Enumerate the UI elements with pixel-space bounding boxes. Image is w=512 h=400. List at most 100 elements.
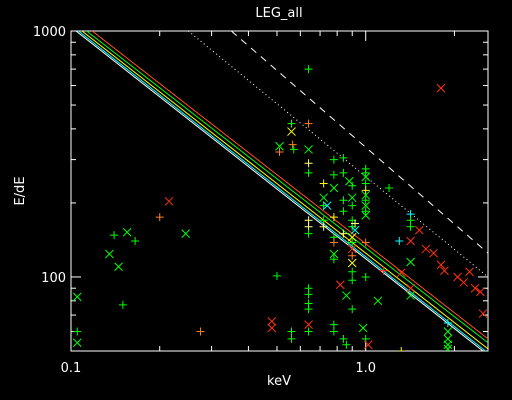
reference-line-solid <box>81 31 488 350</box>
data-point-cross <box>335 280 345 290</box>
data-point-plus <box>361 272 370 281</box>
data-point-plus <box>339 334 348 343</box>
y-tick-label: 100 <box>41 271 66 286</box>
data-point-cross <box>72 292 82 302</box>
data-point-cross <box>304 320 313 329</box>
data-point-plus <box>361 179 370 188</box>
data-point-plus <box>339 153 348 162</box>
data-point-plus <box>329 255 338 264</box>
reference-line-dashed <box>231 31 488 254</box>
data-point-plus <box>361 196 370 205</box>
data-point-plus <box>361 168 370 177</box>
data-point-cross <box>361 211 371 220</box>
data-point-plus <box>361 186 370 195</box>
data-point-cross <box>440 266 449 276</box>
data-point-plus <box>348 305 357 314</box>
data-point-plus <box>385 183 394 192</box>
reference-line-solid <box>91 31 488 340</box>
data-point-plus <box>348 251 357 260</box>
data-point-cross <box>181 229 191 239</box>
data-point-plus <box>329 327 338 336</box>
data-point-plus <box>304 305 313 314</box>
reference-line-solid <box>75 31 484 351</box>
data-point-plus <box>289 145 298 154</box>
data-point-plus <box>443 318 452 327</box>
data-point-plus <box>287 327 296 336</box>
data-point-plus <box>364 351 372 359</box>
data-point-cross <box>361 190 371 200</box>
data-point-cross <box>465 267 474 277</box>
data-point-cross <box>267 323 277 333</box>
data-point-plus <box>395 237 404 246</box>
data-point-plus <box>339 196 348 205</box>
data-point-plus <box>379 266 388 275</box>
data-point-cross <box>443 340 453 350</box>
data-point-plus <box>319 201 328 210</box>
plot-frame <box>70 30 489 352</box>
data-point-cross <box>319 193 329 203</box>
data-point-plus <box>304 327 313 336</box>
data-point-plus <box>361 207 370 216</box>
data-point-plus <box>131 237 140 246</box>
data-point-plus <box>397 356 405 364</box>
data-point-plus <box>304 290 313 299</box>
data-point-cross <box>122 227 132 237</box>
data-point-plus <box>155 213 164 222</box>
data-point-plus <box>118 300 127 309</box>
data-point-plus <box>288 140 297 149</box>
data-point-plus <box>348 267 357 276</box>
data-point-cross <box>72 338 82 348</box>
data-point-cross <box>164 196 174 206</box>
data-point-cross <box>373 296 383 306</box>
data-point-cross <box>429 248 438 258</box>
data-point-plus <box>329 170 338 179</box>
reference-line-solid <box>86 31 488 344</box>
data-point-plus <box>329 320 338 329</box>
data-point-plus <box>351 219 360 228</box>
data-point-cross <box>347 193 357 203</box>
data-point-cross <box>406 236 415 246</box>
chart-title: LEG_all <box>255 6 302 21</box>
data-point-cross <box>363 340 373 350</box>
data-point-plus <box>329 213 338 222</box>
reference-line-solid <box>78 31 486 351</box>
data-point-cross <box>361 201 371 210</box>
data-point-plus <box>73 327 82 336</box>
data-point-cross <box>414 225 424 235</box>
data-point-cross <box>436 83 446 93</box>
data-point-cross <box>105 249 114 259</box>
data-point-cross <box>470 283 480 293</box>
data-point-cross <box>478 309 488 318</box>
y-axis-label: E/dE <box>13 176 28 205</box>
y-tick-label: 1000 <box>33 25 66 40</box>
data-point-plus <box>304 222 313 231</box>
data-point-plus <box>287 119 296 128</box>
data-point-plus <box>406 222 415 231</box>
data-point-cross <box>347 244 357 254</box>
data-point-cross <box>406 291 415 300</box>
data-point-cross <box>322 201 332 210</box>
data-point-cross <box>267 316 277 326</box>
data-point-cross <box>406 257 415 267</box>
data-point-plus <box>348 181 357 190</box>
data-point-cross <box>361 172 371 182</box>
data-point-cross <box>329 183 339 193</box>
data-point-plus <box>304 119 313 128</box>
data-point-plus <box>287 334 296 343</box>
data-point-plus <box>319 179 328 188</box>
data-point-cross <box>443 327 453 336</box>
data-point-cross <box>329 249 339 259</box>
data-point-cross <box>436 260 446 270</box>
data-point-cross <box>114 262 123 272</box>
data-point-plus <box>339 168 348 177</box>
data-point-plus <box>348 238 357 247</box>
data-point-plus <box>304 159 313 168</box>
data-point-plus <box>348 276 357 285</box>
data-point-cross <box>443 344 453 351</box>
data-point-cross <box>476 287 485 297</box>
data-point-cross <box>459 278 469 287</box>
data-point-cross <box>347 232 357 242</box>
data-point-cross <box>358 323 368 333</box>
data-point-plus <box>361 238 370 247</box>
data-point-cross <box>421 244 431 254</box>
